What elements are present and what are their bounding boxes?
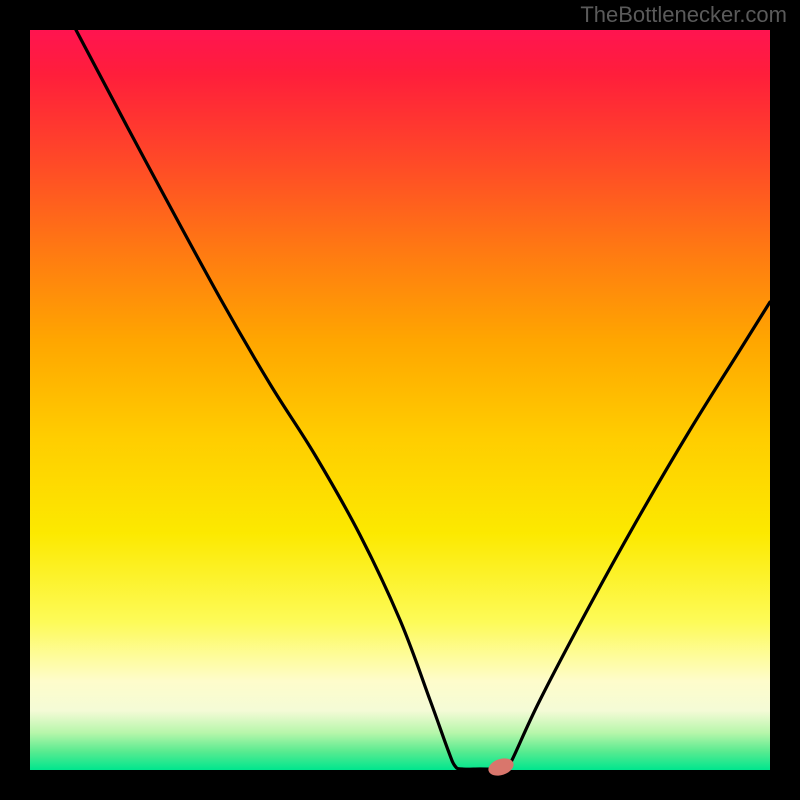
bottleneck-chart: TheBottlenecker.com (0, 0, 800, 800)
chart-plot-area (30, 30, 770, 770)
chart-container: TheBottlenecker.com (0, 0, 800, 800)
source-label: TheBottlenecker.com (580, 2, 787, 27)
